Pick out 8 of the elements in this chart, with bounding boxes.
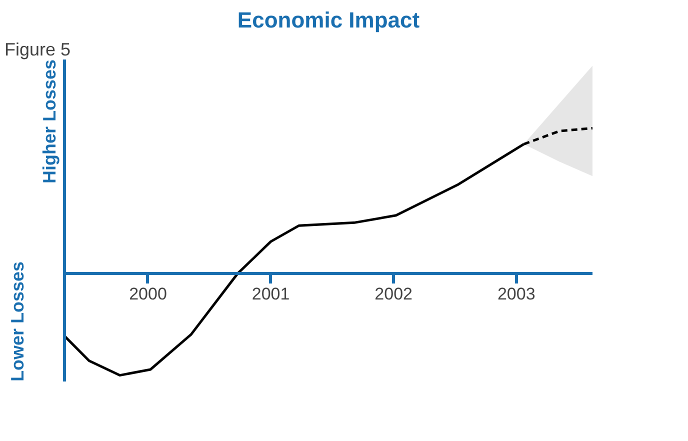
x-tick-label: 2003 bbox=[497, 284, 536, 304]
x-tick-label: 2001 bbox=[252, 284, 290, 304]
chart-title: Economic Impact bbox=[237, 8, 420, 32]
x-tick-label: 2000 bbox=[129, 284, 167, 304]
caption: Figure 5 bbox=[4, 40, 71, 60]
x-tick-label: 2002 bbox=[374, 284, 412, 304]
text: Higher Losses bbox=[40, 59, 60, 184]
text: Lower Losses bbox=[8, 261, 28, 382]
